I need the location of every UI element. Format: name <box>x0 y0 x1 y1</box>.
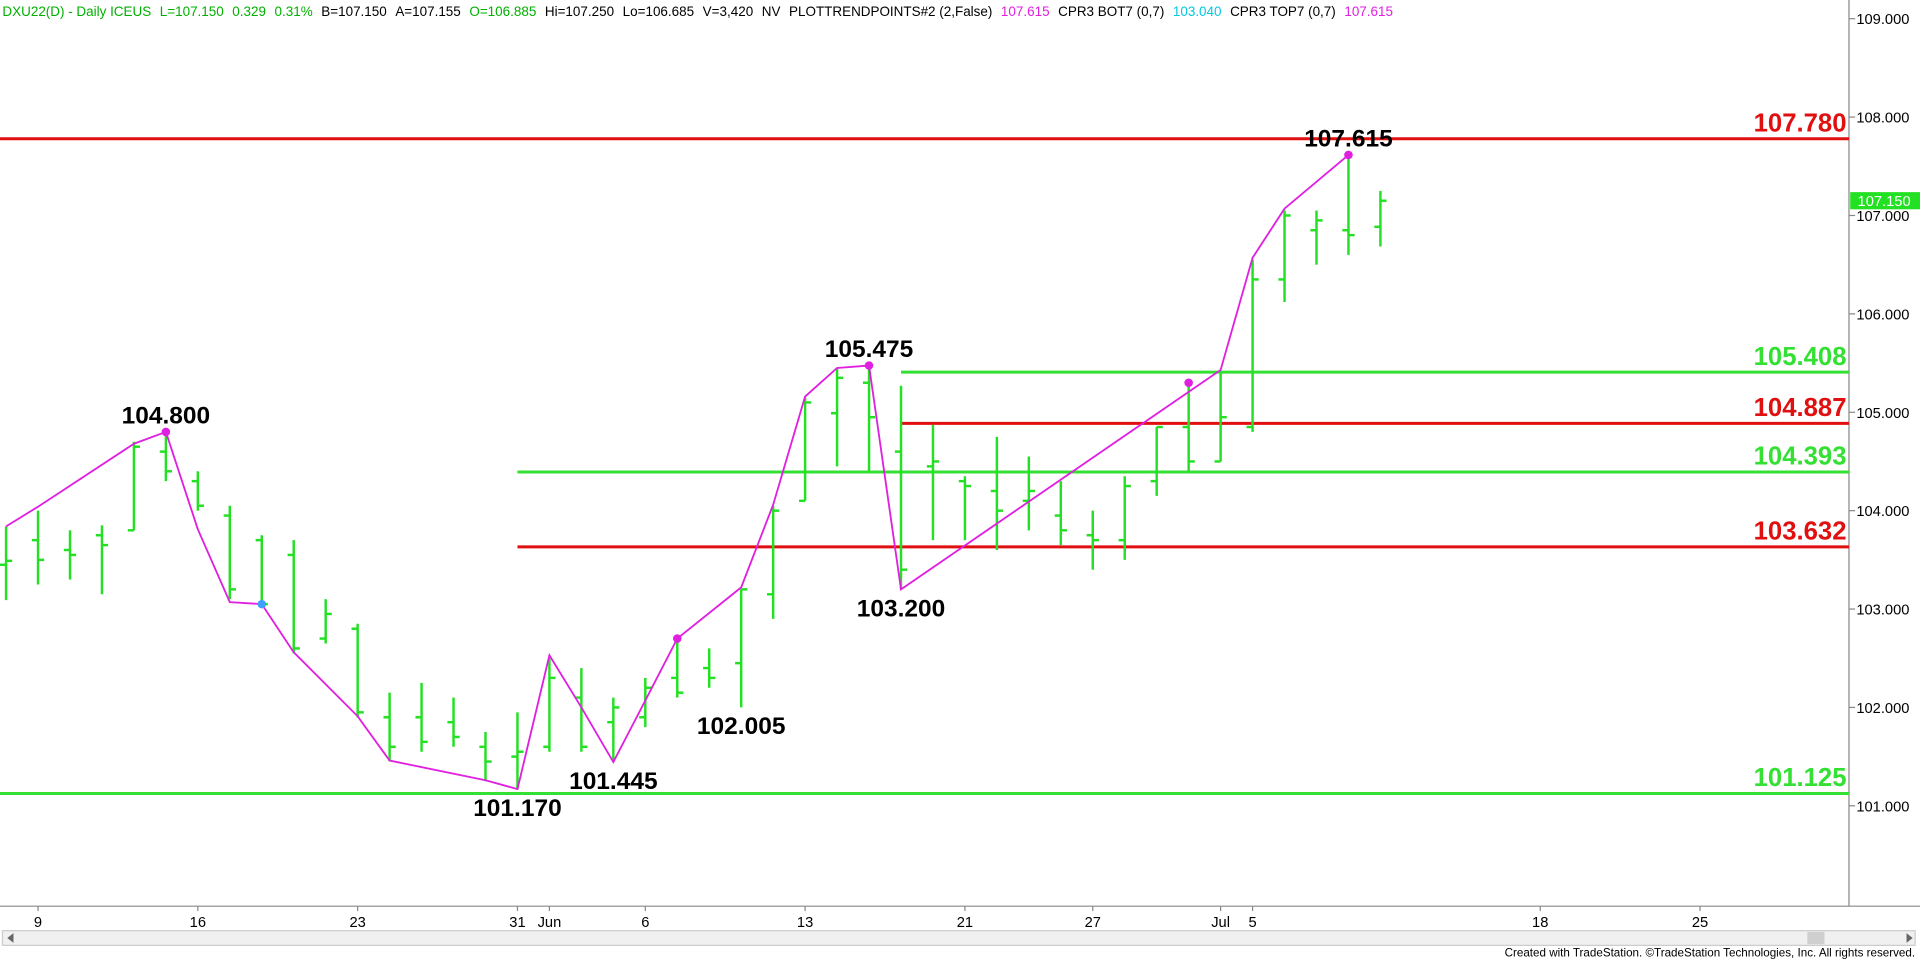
header-item: NV <box>762 4 781 19</box>
header-item: B=107.150 <box>321 4 386 19</box>
header-item: 0.31% <box>275 4 313 19</box>
y-tick-label: 105.000 <box>1856 406 1909 422</box>
x-tick-label: 25 <box>1692 915 1708 931</box>
swing-label: 103.200 <box>857 595 946 622</box>
header-item: V=3,420 <box>703 4 753 19</box>
x-tick-label: 16 <box>190 915 206 931</box>
header-item: 107.615 <box>1344 4 1393 19</box>
trend-point <box>1184 378 1193 388</box>
header-item: CPR3 BOT7 (0,7) <box>1058 4 1164 19</box>
last-price-box <box>1850 192 1920 210</box>
swing-label: 101.445 <box>569 768 658 795</box>
y-tick-label: 109.000 <box>1856 12 1909 28</box>
level-label: 107.780 <box>1754 109 1847 137</box>
last-price-label: 107.150 <box>1858 194 1911 210</box>
level-label: 104.887 <box>1754 394 1847 422</box>
header-item: Lo=106.685 <box>623 4 694 19</box>
swing-label: 105.475 <box>825 336 914 363</box>
trend-point <box>864 361 874 370</box>
header-item: A=107.155 <box>395 4 460 19</box>
header-item: CPR3 TOP7 (0,7) <box>1230 4 1336 19</box>
header-item: PLOTTRENDPOINTS#2 (2,False) <box>789 4 992 19</box>
x-tick-label: 9 <box>34 915 42 931</box>
footer: Created with TradeStation. ©TradeStation… <box>1505 946 1915 959</box>
level-label: 101.125 <box>1754 764 1847 792</box>
y-tick-label: 106.000 <box>1856 307 1909 323</box>
level-label: 103.632 <box>1754 518 1847 546</box>
x-tick-label: 27 <box>1085 915 1101 931</box>
header-item: DXU22(D) - Daily ICEUS <box>2 4 151 19</box>
x-tick-label: 5 <box>1248 915 1256 931</box>
y-tick-label: 104.000 <box>1856 504 1909 520</box>
y-tick-label: 103.000 <box>1856 603 1909 619</box>
scroll-left[interactable] <box>7 933 14 943</box>
y-tick-label: 107.000 <box>1856 209 1909 225</box>
swing-label: 107.615 <box>1304 125 1393 152</box>
scrollbar-thumb[interactable] <box>1807 931 1825 945</box>
y-tick-label: 101.000 <box>1856 799 1909 815</box>
trend-point <box>672 634 682 643</box>
header-item: Hi=107.250 <box>545 4 614 19</box>
y-tick-label: 108.000 <box>1856 111 1909 127</box>
header-item: 103.040 <box>1173 4 1222 19</box>
trend-line <box>5 154 1350 791</box>
header-item: 107.615 <box>1001 4 1050 19</box>
trend-point <box>161 427 171 437</box>
level-label: 104.393 <box>1754 443 1847 471</box>
x-tick-label: 23 <box>349 915 365 931</box>
x-tick-label: 6 <box>641 915 649 931</box>
header-item: O=106.885 <box>469 4 536 19</box>
x-tick-label: 21 <box>957 915 973 931</box>
x-tick-label: 18 <box>1532 915 1548 931</box>
x-tick-label: 31 <box>509 915 525 931</box>
header: DXU22(D) - Daily ICEUS L=107.150 0.329 0.31… <box>2 4 1393 19</box>
x-tick-label: Jun <box>538 915 562 931</box>
trend-point <box>1344 150 1353 160</box>
scrollbar[interactable] <box>1 930 1916 946</box>
header-item: L=107.150 <box>160 4 224 19</box>
level-label: 105.408 <box>1754 343 1847 371</box>
x-tick-label: Jul <box>1211 915 1230 931</box>
header-item: 0.329 <box>232 4 266 19</box>
y-tick-label: 102.000 <box>1856 701 1909 717</box>
trend-point <box>257 599 267 609</box>
swing-label: 102.005 <box>697 713 786 740</box>
x-tick-label: 13 <box>797 915 813 931</box>
scroll-right[interactable] <box>1906 933 1913 943</box>
swing-label: 101.170 <box>473 795 562 822</box>
swing-label: 104.800 <box>122 402 211 429</box>
